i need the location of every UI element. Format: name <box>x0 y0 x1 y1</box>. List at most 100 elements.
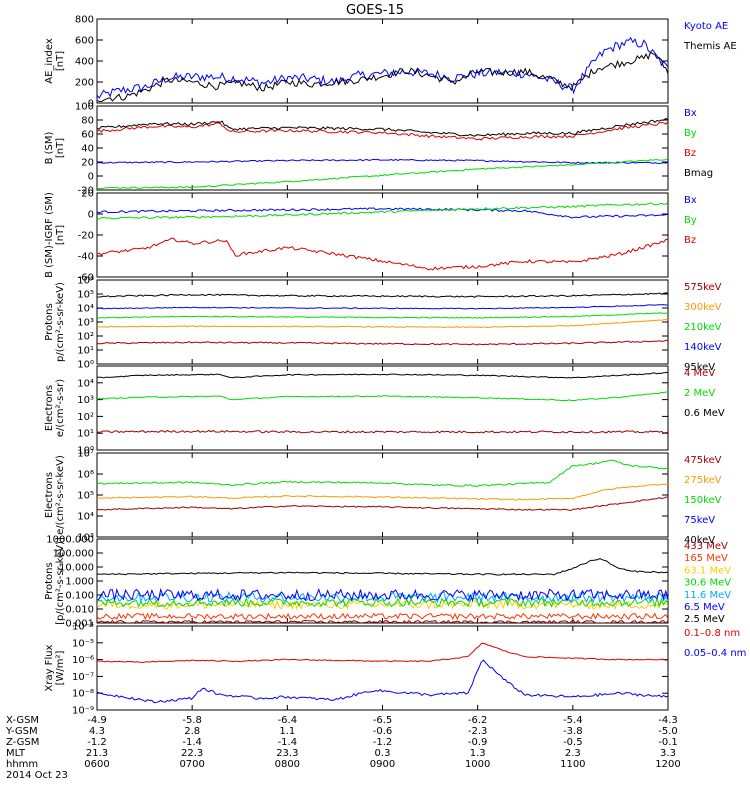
series-line <box>97 158 668 190</box>
ephemeris-value: -4.9 <box>87 715 107 726</box>
panel-6: 10³ 10⁴ 10⁵ 10⁶ 10⁷ Electrons e/(cm²-s-sr-keV)… <box>44 449 722 547</box>
ephemeris-value: -6.2 <box>468 715 488 726</box>
series-line <box>97 304 668 310</box>
y-axis-label: Protons <box>44 562 55 599</box>
y-tick-label: 10² <box>77 412 94 423</box>
ephemeris-row-label: Z-GSM <box>6 737 39 748</box>
ephemeris-value: -6.5 <box>373 715 393 726</box>
ephemeris-value: 0900 <box>370 759 395 770</box>
legend-entry: 0.1–0.8 nm <box>684 628 740 639</box>
y-tick-label: 10⁴ <box>77 304 94 315</box>
legend-entry: 95keV <box>684 362 715 373</box>
series-line <box>97 659 668 704</box>
y-tick-label: 10³ <box>77 533 94 544</box>
y-axis-label: [p/(cm²-s-sr-keV)] <box>55 537 66 625</box>
ephemeris-value: -0.9 <box>468 737 488 748</box>
y-tick-label: 20 <box>81 158 94 169</box>
series-line <box>97 339 668 346</box>
series-line <box>97 312 668 319</box>
ephemeris-value: -4.3 <box>658 715 678 726</box>
legend-entry: 6.5 MeV <box>684 602 725 613</box>
legend-entry: 165 MeV <box>684 553 728 564</box>
legend-entry: By <box>684 215 697 226</box>
series-line <box>97 117 668 137</box>
y-tick-label: 400 <box>75 57 94 68</box>
y-tick-label: 10¹ <box>77 346 94 357</box>
plot-frame <box>96 18 669 104</box>
ephemeris-value: -6.4 <box>278 715 298 726</box>
legend-entry: Bz <box>684 235 696 246</box>
series-line <box>97 121 668 141</box>
y-axis-label: [nT] <box>55 51 66 71</box>
y-tick-label: 10³ <box>77 395 94 406</box>
series-line <box>97 459 668 487</box>
legend-entry: 575keV <box>684 282 722 293</box>
y-tick-label: 10⁶ <box>77 276 94 287</box>
y-tick-label: -20 <box>78 231 94 242</box>
ephemeris-value: -2.3 <box>468 726 488 737</box>
y-axis-label: Protons <box>44 303 55 340</box>
legend-entry: Bx <box>684 195 697 206</box>
series-line <box>97 596 668 609</box>
plot-frame <box>96 538 669 624</box>
y-tick-label: 1.000 <box>65 577 94 588</box>
y-tick-label: -60 <box>78 273 94 284</box>
series-line <box>97 612 668 621</box>
plot-frame <box>96 105 669 191</box>
plot-frame <box>96 625 669 711</box>
series-line <box>97 496 668 511</box>
y-tick-label: 0 <box>88 210 94 221</box>
y-tick-label: 0.001 <box>65 619 94 630</box>
ephemeris-value: -1.2 <box>373 737 393 748</box>
y-axis-label: Electrons <box>44 385 55 431</box>
series-line <box>97 37 668 99</box>
y-axis-label: B (SM)-IGRF (SM) <box>44 192 55 278</box>
y-tick-label: 10⁻⁷ <box>72 672 94 683</box>
legend-entry: Themis AE <box>683 41 737 52</box>
series-line <box>97 391 668 402</box>
y-tick-label: 10⁴ <box>77 512 94 523</box>
legend-entry: 2.5 MeV <box>684 614 725 625</box>
ephemeris-value: -1.2 <box>87 737 107 748</box>
ephemeris-value: -3.8 <box>563 726 583 737</box>
ephemeris-row-label: hhmm <box>6 759 38 770</box>
ephemeris-value: 2.3 <box>565 748 581 759</box>
series-line <box>97 587 668 603</box>
legend-entry: 63.1 MeV <box>684 565 731 576</box>
panel-5: 10⁰ 10¹ 10² 10³ 10⁴ Electrons e/(cm²-s-sr) 4 Me… <box>44 365 725 457</box>
plot-frame <box>96 365 669 451</box>
series-line <box>97 292 668 298</box>
y-tick-label: 800 <box>75 15 94 26</box>
legend-entry: 475keV <box>684 455 722 466</box>
y-axis-label: [nT] <box>55 225 66 245</box>
y-tick-label: 0 <box>88 172 94 183</box>
y-tick-label: 1000.000 <box>46 535 94 546</box>
panel-3: -60 -40 -20 0 20 B (SM)-IGRF (SM) [nT] Bx By Bz <box>44 189 697 284</box>
ephemeris-value: -5.0 <box>658 726 678 737</box>
legend-entry: 30.6 MeV <box>684 578 731 589</box>
legend-entry: 433 MeV <box>684 541 728 552</box>
ephemeris-value: 0700 <box>179 759 204 770</box>
y-tick-label: 600 <box>75 36 94 47</box>
y-tick-label: 10⁻⁶ <box>72 655 94 666</box>
y-tick-label: 10⁴ <box>77 378 94 389</box>
y-tick-label: 100.000 <box>53 549 94 560</box>
ephemeris-value: 21.3 <box>86 748 108 759</box>
panel-8: 10⁻⁹ 10⁻⁸ 10⁻⁷ 10⁻⁶ 10⁻⁵ 10⁻⁴ Xray Flux [W/m²] 0… <box>44 622 746 717</box>
ephemeris-value: -1.4 <box>182 737 202 748</box>
y-axis-label: Xray Flux <box>44 644 55 691</box>
series-line <box>97 429 668 434</box>
ephemeris-value: 3.3 <box>660 748 676 759</box>
legend-entry: 0.05–0.4 nm <box>684 648 746 659</box>
ephemeris-value: -0.6 <box>373 726 393 737</box>
ephemeris-value: 0600 <box>84 759 109 770</box>
ephemeris-row-label: X-GSM <box>6 715 39 726</box>
plot-frame <box>96 279 669 365</box>
series-line <box>97 371 668 379</box>
date-label: 2014 Oct 23 <box>6 770 68 781</box>
y-tick-label: 10³ <box>77 318 94 329</box>
panel-2: -20 0 20 40 60 80 100 B (SM) [nT] Bx By Bz Bmag <box>44 102 713 197</box>
series-line <box>97 590 668 604</box>
ephemeris-value: -1.4 <box>278 737 298 748</box>
y-tick-label: 10⁻⁸ <box>72 689 94 700</box>
